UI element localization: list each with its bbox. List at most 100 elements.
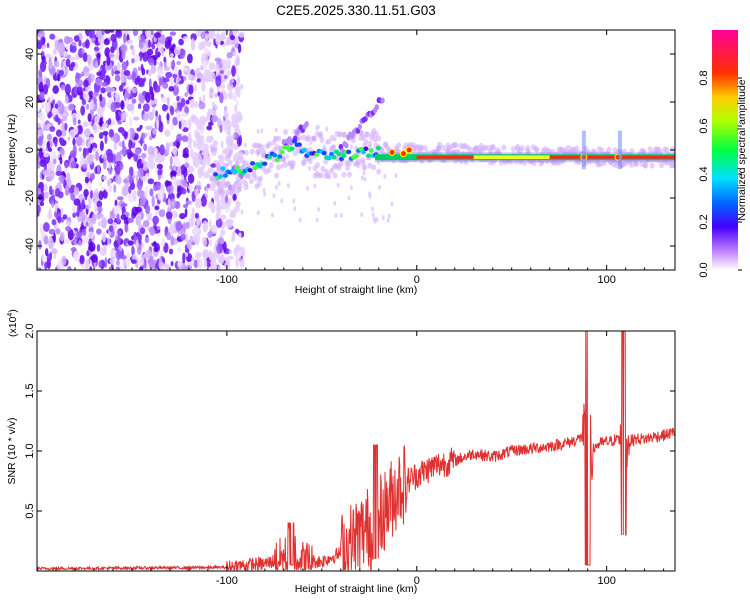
spectrogram-ridge-halo: [243, 149, 249, 156]
spectrogram-noise-blob: [64, 83, 71, 95]
spectrogram-ridge-halo: [347, 171, 353, 178]
spectrogram-noise-blob: [217, 154, 223, 160]
spectrogram-noise-blob: [152, 127, 157, 135]
spectrogram-noise-blob: [215, 218, 223, 228]
spectrogram-noise-blob: [96, 228, 102, 235]
spectrogram-ridge-core: [363, 146, 369, 151]
spectrogram-noise-blob: [116, 61, 121, 73]
spectrogram-noise-blob: [114, 74, 121, 82]
spectrogram-noise-blob: [165, 211, 173, 220]
spectrogram-noise-blob: [239, 258, 245, 268]
spectrogram-noise-blob: [184, 162, 190, 169]
spectrogram-noise-blob: [91, 213, 97, 225]
spectrogram-noise-blob: [107, 237, 111, 246]
spectrogram-ridge-halo: [455, 149, 461, 156]
spectrogram-noise-blob: [156, 153, 163, 164]
spectrogram-noise-blob: [89, 99, 95, 111]
spectrogram-noise-blob: [39, 91, 45, 101]
spectrogram-noise-blob: [136, 178, 143, 191]
spectrogram-ridge-halo: [328, 167, 334, 174]
spectrogram-noise-blob: [53, 60, 60, 68]
spectrogram-ridge-halo: [241, 179, 247, 186]
spectrogram-noise-blob: [37, 112, 45, 118]
spectrogram-ridge-halo: [519, 144, 525, 151]
spectrogram-ridge-halo: [253, 174, 259, 181]
spectrogram-noise-blob: [170, 121, 174, 131]
spectrogram-noise-blob: [217, 265, 221, 270]
spectrogram-noise-blob: [206, 113, 211, 122]
spectrogram-noise-blob: [51, 248, 58, 255]
spectrogram-ridge-halo: [307, 158, 313, 165]
spectrogram-noise-blob: [134, 77, 139, 86]
spectrogram-noise-blob: [220, 83, 226, 89]
spectrogram-noise-blob: [117, 229, 122, 236]
spectrogram-noise-blob: [121, 111, 127, 122]
spectrogram-ridge-core: [222, 173, 228, 178]
spectrogram-ridge-halo: [282, 161, 288, 168]
spectrogram-noise-blob: [208, 121, 214, 126]
spectrogram-noise-blob: [70, 61, 76, 68]
spectrogram-noise-blob: [78, 39, 82, 47]
spectrogram-noise-blob: [46, 253, 52, 264]
spectrogram-noise-blob: [234, 59, 238, 68]
spectrogram-ridge-core: [336, 151, 342, 157]
spectrogram-ridge-halo: [659, 162, 665, 169]
spectrogram-noise-blob: [52, 85, 59, 94]
spectrogram-noise-blob: [41, 55, 46, 63]
spectrogram-noise-blob: [190, 38, 195, 49]
spectrogram-noise-blob: [46, 42, 50, 49]
spectrogram-ridge-halo: [267, 141, 273, 148]
spectrogram-noise-blob: [207, 231, 213, 239]
spectrogram-noise-blob: [169, 155, 173, 167]
spectrogram-noise-blob: [224, 74, 228, 80]
spectrogram-noise-blob: [225, 30, 231, 33]
spectrogram-ridge-core: [341, 153, 347, 158]
spectrogram-noise-blob: [96, 165, 100, 174]
spectrogram-noise-blob: [170, 261, 174, 266]
spectrogram-noise-blob: [61, 255, 67, 266]
spectrogram-noise-blob: [168, 62, 172, 68]
spectrogram-noise-blob: [325, 126, 329, 132]
spectrogram-noise-blob: [360, 175, 364, 181]
spectrogram-noise-blob: [155, 262, 158, 270]
spectrogram-ridge-halo: [453, 142, 459, 149]
spectrogram-noise-blob: [218, 34, 225, 40]
spectrogram-noise-blob: [232, 193, 237, 201]
spectrogram-noise-blob: [133, 153, 138, 162]
spectrogram-noise-blob: [120, 254, 127, 260]
spectrogram-ridge-halo: [341, 171, 347, 178]
spectrogram-noise-blob: [193, 259, 199, 269]
spectrogram-noise-blob: [225, 206, 231, 213]
spectrogram-noise-blob: [172, 147, 178, 156]
spectrogram-noise-blob: [64, 161, 69, 169]
spectrogram-noise-blob: [49, 33, 56, 40]
snr-marks: [37, 331, 675, 571]
spectrogram-ridge-halo: [259, 144, 265, 151]
spectrogram-noise-blob: [362, 170, 366, 176]
spectrogram-marks: [37, 30, 675, 270]
spectrogram-noise-blob: [375, 217, 379, 223]
spectrogram-ridge-halo: [641, 148, 647, 155]
spectrogram-noise-blob: [140, 195, 146, 206]
spectrogram-ridge-halo: [364, 131, 370, 138]
spectrogram-ridge-halo: [341, 131, 347, 138]
spectrogram-noise-blob: [55, 264, 60, 270]
spectrogram-noise-blob: [151, 44, 156, 50]
spectrogram-ridge-halo: [358, 130, 364, 137]
spectrogram-noise-blob: [137, 189, 145, 198]
spectrogram-noise-blob: [83, 159, 88, 164]
spectrogram-noise-blob: [46, 133, 53, 141]
spectrogram-noise-blob: [214, 192, 221, 201]
spectrogram-noise-blob: [183, 67, 189, 72]
spectrogram-noise-blob: [176, 77, 182, 82]
spectrogram-noise-blob: [177, 260, 183, 267]
spectrogram-noise-blob: [159, 144, 165, 156]
spectrogram-ridge-core: [262, 161, 268, 166]
spectrogram-noise-blob: [334, 212, 338, 218]
spectrogram-noise-blob: [105, 187, 113, 193]
spectrogram-noise-blob: [149, 226, 156, 236]
spectrogram-noise-blob: [214, 226, 218, 234]
spectrogram-noise-blob: [66, 172, 71, 184]
spectrogram-noise-blob: [196, 152, 202, 164]
spectrogram-ridge-core: [358, 146, 364, 152]
